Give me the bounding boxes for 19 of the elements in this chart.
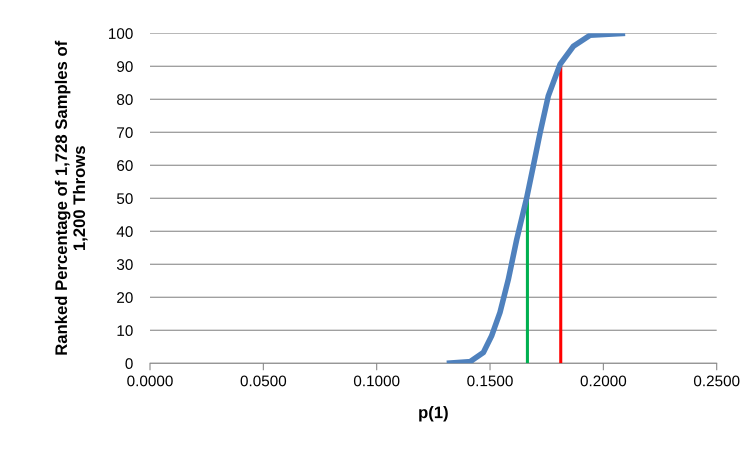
y-tick-label: 60: [117, 160, 133, 171]
y-tick-label: 100: [109, 28, 133, 39]
y-tick-label: 0: [125, 358, 133, 369]
y-tick-label: 30: [116, 259, 133, 270]
x-tick-label: 0.1500: [467, 376, 513, 386]
y-tick-label: 10: [118, 325, 133, 336]
y-tick-label: 90: [117, 61, 133, 72]
x-tick-label: 0.0000: [127, 376, 173, 386]
x-tick-label: 0.0500: [240, 376, 286, 386]
y-tick-label: 50: [116, 193, 133, 204]
y-tick-label: 80: [117, 94, 133, 105]
y-tick-label: 70: [117, 127, 133, 138]
y-tick-label: 40: [116, 226, 133, 237]
y-axis-title: Ranked Percentage of 1,728 Samples of 1,200 Throws: [54, 40, 88, 355]
x-tick-label: 0.1000: [354, 376, 400, 386]
x-tick-label: 0.2500: [694, 376, 740, 386]
y-tick-label: 20: [117, 292, 133, 303]
x-axis-title: p(1): [419, 406, 448, 422]
x-tick-label: 0.2000: [580, 376, 626, 386]
